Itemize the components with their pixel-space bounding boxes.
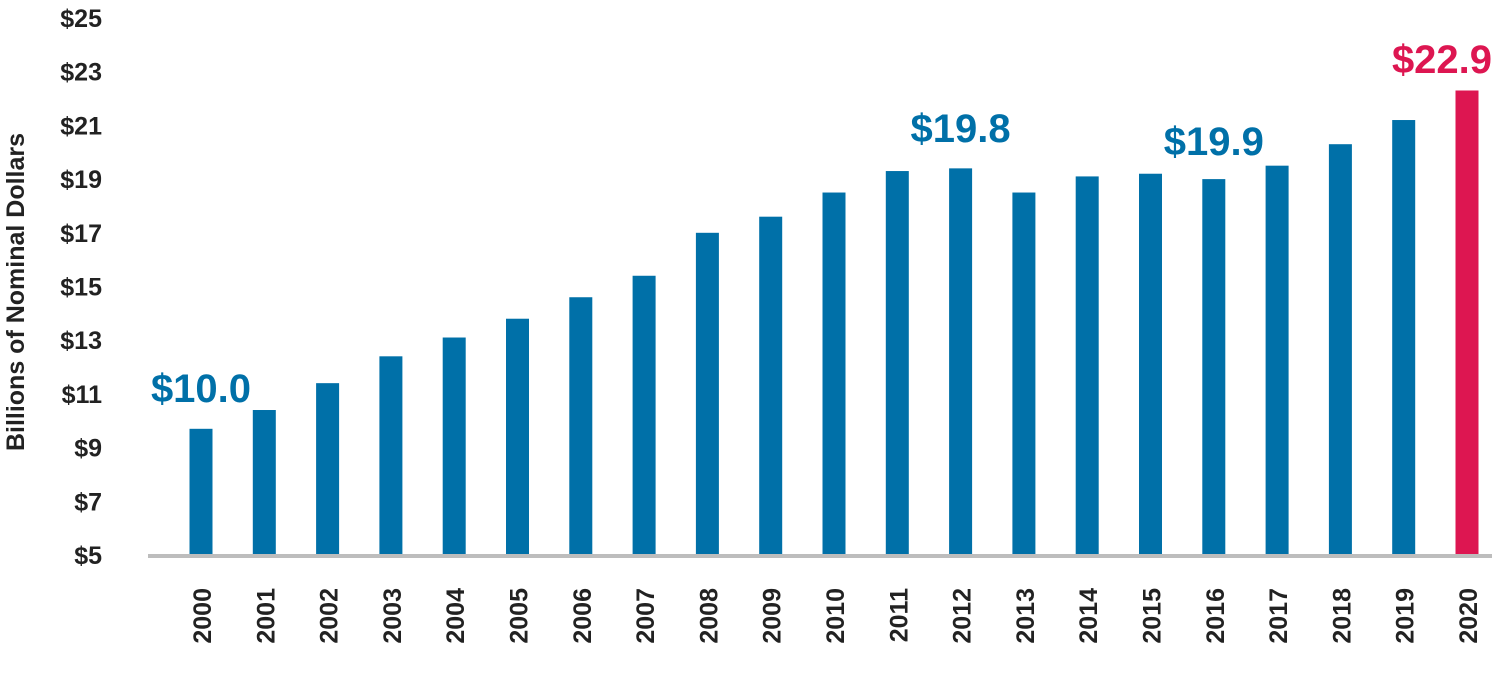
x-tick-label: 2001 [252,588,280,644]
x-tick-label: 2005 [506,588,534,644]
y-tick-label: $5 [74,542,102,570]
bar-2006 [569,297,593,555]
bar-2018 [1328,144,1352,555]
x-tick-label: 2009 [759,588,787,644]
bar-2008 [695,232,719,556]
x-axis-ticks: 2000 2001 2002 2003 2004 2005 2006 2007 2008 2009… [189,588,1483,644]
x-tick-label: 2019 [1392,588,1420,644]
y-tick-label: $21 [60,112,102,140]
x-tick-label: 2006 [569,588,597,644]
x-tick-label: 2008 [695,588,723,644]
data-label-2016: $19.9 [1164,120,1264,164]
bar-2016 [1202,179,1226,555]
bar-2015 [1139,173,1162,556]
x-tick-label: 2017 [1265,588,1293,644]
y-tick-label: $11 [62,381,102,409]
bar-2003 [379,356,403,555]
bar-2019 [1392,120,1416,555]
y-tick-label: $9 [74,435,102,463]
x-tick-label: 2013 [1012,588,1040,644]
x-tick-label: 2004 [442,588,470,644]
bar-2011 [885,171,909,556]
bar-2009 [759,216,783,555]
x-tick-label: 2003 [379,588,407,644]
bar-2000 [189,428,213,555]
bar-2002 [316,383,340,555]
bars [189,90,1479,556]
data-label-2012: $19.8 [911,107,1011,151]
bar-2007 [632,275,656,555]
y-tick-label: $23 [60,59,102,87]
y-tick-label: $25 [60,5,102,33]
y-axis-label: Billions of Nominal Dollars [2,133,30,451]
y-tick-label: $13 [60,327,102,355]
data-label-2020: $22.9 [1392,38,1492,82]
x-tick-label: 2000 [189,588,217,644]
y-axis-ticks: $5 $7 $9 $11 $13 $15 $17 $19 $21 $23 $25 [60,5,102,570]
y-tick-label: $17 [60,220,102,248]
bar-2013 [1012,192,1036,555]
x-tick-label: 2011 [885,588,913,642]
x-tick-label: 2018 [1328,588,1356,644]
bar-2005 [506,318,529,555]
x-tick-label: 2012 [949,588,977,644]
x-tick-label: 2016 [1202,588,1230,644]
data-label-2000: $10.0 [151,367,251,411]
y-tick-label: $7 [74,488,102,516]
y-tick-label: $19 [60,166,102,194]
x-tick-label: 2014 [1075,588,1103,644]
x-tick-label: 2010 [822,588,850,644]
x-tick-label: 2020 [1455,588,1483,644]
bar-2004 [442,337,466,555]
x-tick-label: 2015 [1139,588,1167,644]
bar-2001 [252,410,276,555]
bar-2017 [1265,165,1289,556]
x-tick-label: 2007 [632,588,660,644]
bar-2014 [1075,176,1099,556]
bar-2012 [949,168,973,556]
bar-2020 [1455,90,1479,556]
x-tick-label: 2002 [316,588,344,644]
y-tick-label: $15 [60,274,102,302]
bar-2010 [822,192,846,555]
data-labels: $10.0 $19.8 $19.9 $22.9 [151,38,1492,411]
